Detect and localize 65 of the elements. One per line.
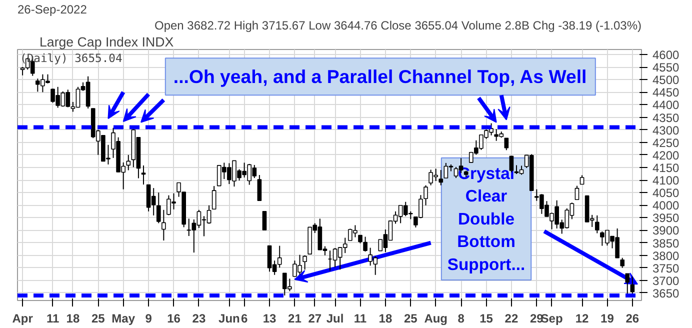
x-tick-label: 18 (378, 312, 392, 326)
x-tick-label: 18 (66, 312, 80, 326)
candlestick (363, 236, 368, 252)
chart-title: Large Cap Index INDX (40, 34, 174, 50)
x-tick-label: 22 (504, 312, 518, 326)
x-tick-label: 11 (354, 312, 367, 326)
y-tick-label: 4350 (652, 110, 680, 125)
x-tick-label: 6 (240, 312, 248, 326)
x-tick-label: Jul (326, 312, 344, 326)
x-tick-label: 15 (480, 312, 494, 326)
y-tick-label: 3700 (652, 274, 680, 288)
x-tick-label: 16 (167, 312, 181, 326)
x-tick-label: 23 (192, 312, 206, 326)
y-tick-label: 3650 (652, 286, 680, 300)
y-tick-label: 4450 (652, 86, 680, 100)
y-tick-label: 4250 (652, 136, 680, 150)
candlestick (438, 169, 444, 186)
candlestick (594, 214, 600, 234)
x-tick-label: 9 (145, 312, 152, 326)
x-tick-label: 13 (262, 312, 277, 326)
y-tick-label: 4300 (652, 123, 680, 138)
chart-subtitle: 26-Sep-2022 (18, 2, 88, 16)
y-tick-label: 3900 (652, 224, 680, 238)
x-tick-label: Jun (218, 312, 240, 326)
candlestick (504, 138, 509, 151)
candlestick (302, 254, 307, 270)
y-tick-label: 4050 (652, 186, 680, 200)
candlestick (162, 209, 166, 242)
y-tick-label: 3850 (652, 236, 680, 250)
candlestick (580, 174, 584, 185)
x-tick-label: 21 (288, 312, 302, 326)
y-tick-label: 3950 (652, 211, 680, 226)
y-tick-label: 4550 (652, 60, 680, 75)
y-tick-label: 4150 (652, 160, 680, 175)
x-tick-label: Aug (424, 312, 448, 326)
candlestick (574, 185, 580, 200)
y-tick-label: 3750 (652, 261, 680, 276)
candlestick (141, 164, 146, 186)
y-tick-label: 4000 (652, 198, 680, 213)
x-tick-label: May (112, 312, 136, 326)
candlestick (212, 186, 216, 210)
y-tick-label: 3800 (652, 248, 680, 263)
x-tick-label: 8 (458, 312, 465, 326)
y-tick-label: 4600 (652, 48, 680, 62)
candlestick (620, 257, 625, 268)
annotation: ...Oh yeah, and a Parallel Channel Top, As Well (173, 66, 587, 88)
x-tick-label: 25 (404, 312, 418, 326)
y-tick-label: 4400 (652, 98, 680, 112)
candlestick (625, 273, 630, 294)
x-tick-label: 26 (626, 312, 640, 326)
candlestick (630, 276, 635, 295)
annotation: (Daily) 3655.04 (20, 50, 122, 65)
x-tick-label: 25 (91, 312, 106, 326)
text: Open 3682.72 High 3715.67 Low 3644.76 Close 3655.04 Volume 2.8B Chg -38.19 (-1.03%) (154, 18, 642, 32)
candlestick (257, 174, 262, 202)
candlestick (262, 210, 267, 230)
x-tick-label: 12 (575, 312, 590, 326)
y-tick-label: 4500 (652, 73, 680, 88)
y-tick-label: 4100 (652, 174, 680, 188)
y-tick-label: 4200 (652, 148, 680, 162)
x-tick-label: Apr (12, 312, 34, 326)
x-tick-label: 19 (600, 312, 614, 326)
x-tick-label: 11 (46, 312, 60, 326)
candlestick (126, 154, 131, 171)
x-tick-label: 27 (308, 312, 322, 326)
